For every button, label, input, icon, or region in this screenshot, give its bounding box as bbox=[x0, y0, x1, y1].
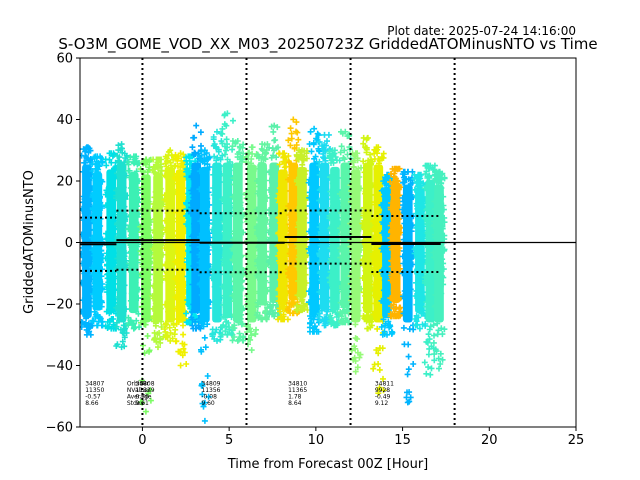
stat-label: 9.12 bbox=[375, 400, 389, 407]
scan-column-30 bbox=[399, 168, 417, 406]
stat-label: 0.76 bbox=[135, 393, 149, 400]
stat-label: 9.61 bbox=[135, 400, 149, 407]
x-tick-label: 0 bbox=[138, 433, 146, 448]
x-tick-label: 25 bbox=[568, 433, 585, 448]
scan-points bbox=[336, 128, 354, 326]
scan-column-7 bbox=[161, 147, 179, 344]
scan-column-25 bbox=[347, 150, 365, 375]
scan-points bbox=[326, 147, 344, 329]
y-axis-title: GriddedATOMinusNTO bbox=[22, 170, 37, 314]
scan-column-33 bbox=[430, 168, 448, 372]
scan-column-2 bbox=[102, 150, 120, 332]
y-tick-label: 60 bbox=[56, 52, 73, 67]
stat-label: -0.49 bbox=[375, 393, 391, 400]
scan-points bbox=[219, 110, 236, 338]
stat-label: OrbitNr bbox=[127, 380, 150, 387]
stat-label: 34808 bbox=[135, 380, 154, 387]
scan-points bbox=[387, 165, 405, 320]
scan-column-13 bbox=[219, 110, 236, 338]
scan-points bbox=[265, 122, 283, 320]
axes: 0 5 10 15 20 25 −60 −40 −20 0 20 40 60 bbox=[46, 52, 585, 449]
scan-points bbox=[89, 153, 106, 329]
scan-core bbox=[340, 162, 351, 309]
stat-label: -0.57 bbox=[85, 393, 101, 400]
stat-label: Average bbox=[127, 393, 152, 400]
y-tick-label: −20 bbox=[46, 298, 73, 313]
scan-points bbox=[359, 134, 377, 332]
scan-points bbox=[253, 141, 271, 323]
scan-column-6 bbox=[149, 156, 167, 351]
scan-column-1 bbox=[89, 153, 106, 329]
scan-column-11 bbox=[196, 147, 214, 424]
scan-points bbox=[316, 131, 333, 329]
x-tick-label: 10 bbox=[308, 433, 325, 448]
stat-label: 9.60 bbox=[201, 400, 215, 407]
stat-label: 11350 bbox=[85, 387, 104, 394]
scan-points bbox=[113, 141, 131, 351]
stat-label: NValues bbox=[127, 387, 151, 394]
stat-label: 11356 bbox=[201, 387, 220, 394]
stat-label: 34809 bbox=[201, 380, 220, 387]
y-tick-label: −40 bbox=[46, 359, 73, 374]
stat-label: 1.78 bbox=[288, 393, 302, 400]
stat-label: -0.08 bbox=[201, 393, 217, 400]
scan-points bbox=[125, 153, 143, 332]
y-tick-label: 40 bbox=[56, 113, 73, 128]
stat-label: 9928 bbox=[375, 387, 390, 394]
scan-points bbox=[149, 156, 167, 351]
stat-label: 34811 bbox=[375, 380, 394, 387]
x-tick-label: 5 bbox=[225, 433, 233, 448]
y-tick-label: 0 bbox=[65, 236, 73, 251]
plot-date: Plot date: 2025-07-24 14:16:00 bbox=[387, 24, 576, 38]
x-axis-title: Time from Forecast 00Z [Hour] bbox=[227, 457, 429, 472]
x-tick-label: 20 bbox=[481, 433, 498, 448]
scan-points bbox=[196, 147, 214, 424]
overlay-lines bbox=[80, 58, 576, 427]
x-tick-label: 15 bbox=[394, 433, 411, 448]
stat-label: 8.66 bbox=[85, 400, 99, 407]
scan-points bbox=[369, 144, 387, 397]
scan-column-20 bbox=[293, 147, 311, 314]
scan-points bbox=[229, 138, 247, 344]
stat-label: 11329 bbox=[135, 387, 154, 394]
stat-label: 34807 bbox=[85, 380, 104, 387]
scan-points bbox=[285, 116, 302, 317]
y-tick-label: −60 bbox=[46, 421, 73, 436]
scan-column-16 bbox=[253, 141, 271, 323]
stat-label: 34810 bbox=[288, 380, 307, 387]
scan-points bbox=[161, 147, 179, 344]
y-tick-label: 20 bbox=[56, 175, 73, 190]
stat-label: 11365 bbox=[288, 387, 307, 394]
stat-label: 8.64 bbox=[288, 400, 302, 407]
plot-area bbox=[80, 110, 448, 424]
chart-title: S-O3M_GOME_VOD_XX_M03_20250723Z GriddedA… bbox=[58, 35, 597, 54]
stat-label: Stdev bbox=[127, 400, 145, 407]
scan-column-17 bbox=[265, 122, 283, 320]
scan-column-23 bbox=[326, 147, 344, 329]
scan-points bbox=[305, 125, 323, 335]
scan-column-24 bbox=[336, 128, 354, 326]
